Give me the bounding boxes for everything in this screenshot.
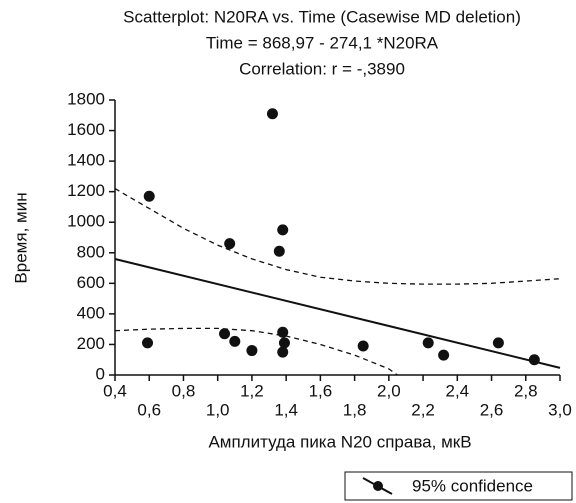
confidence-band <box>114 327 398 376</box>
point <box>273 245 285 257</box>
point <box>438 349 450 361</box>
x-tick-label: 1,6 <box>309 381 333 400</box>
point <box>143 190 155 202</box>
point <box>277 224 289 236</box>
regression-line <box>114 258 561 369</box>
y-tick-label: 1000 <box>67 212 105 231</box>
y-tick-label: 1200 <box>67 181 105 200</box>
x-tick-label: 2,2 <box>411 400 435 419</box>
point <box>422 337 434 349</box>
point <box>277 346 289 358</box>
y-tick-label: 600 <box>77 273 105 292</box>
x-tick-label: 1,4 <box>274 400 298 419</box>
point <box>492 337 504 349</box>
point <box>246 345 258 357</box>
point <box>357 340 369 352</box>
point <box>277 326 289 338</box>
confidence-band <box>114 188 561 285</box>
x-tick-label: 3,0 <box>548 400 572 419</box>
x-tick-label: 0,8 <box>172 381 196 400</box>
x-tick-label: 2,8 <box>514 381 538 400</box>
x-tick-label: 2,4 <box>445 381 469 400</box>
point <box>219 328 231 340</box>
point <box>528 354 540 366</box>
annotation: Correlation: r = -,3890 <box>239 59 405 78</box>
y-tick-label: 400 <box>77 303 105 322</box>
y-axis-label: Время, мин <box>11 192 30 283</box>
chart-title: Scatterplot: N20RA vs. Time (Casewise MD… <box>123 7 521 26</box>
x-tick-label: 0,4 <box>103 381 127 400</box>
legend-label: 95% confidence <box>412 476 533 495</box>
x-axis-label: Амплитуда пика N20 справа, мкВ <box>208 432 471 451</box>
point <box>229 335 241 347</box>
x-tick-label: 1,0 <box>206 400 230 419</box>
chart-subtitle: Time = 868,97 - 274,1 *N20RA <box>206 33 439 52</box>
y-tick-label: 1600 <box>67 120 105 139</box>
y-tick-label: 800 <box>77 242 105 261</box>
point <box>224 238 236 250</box>
y-tick-label: 200 <box>77 334 105 353</box>
point <box>278 337 290 349</box>
x-tick-label: 0,6 <box>137 400 161 419</box>
y-tick-label: 1400 <box>67 151 105 170</box>
x-tick-label: 1,8 <box>343 400 367 419</box>
point <box>266 108 278 120</box>
y-tick-label: 0 <box>96 364 105 383</box>
x-tick-label: 1,2 <box>240 381 264 400</box>
x-tick-label: 2,0 <box>377 381 401 400</box>
point <box>142 337 154 349</box>
y-tick-label: 1800 <box>67 89 105 108</box>
x-tick-label: 2,6 <box>480 400 504 419</box>
legend-marker <box>373 481 383 491</box>
